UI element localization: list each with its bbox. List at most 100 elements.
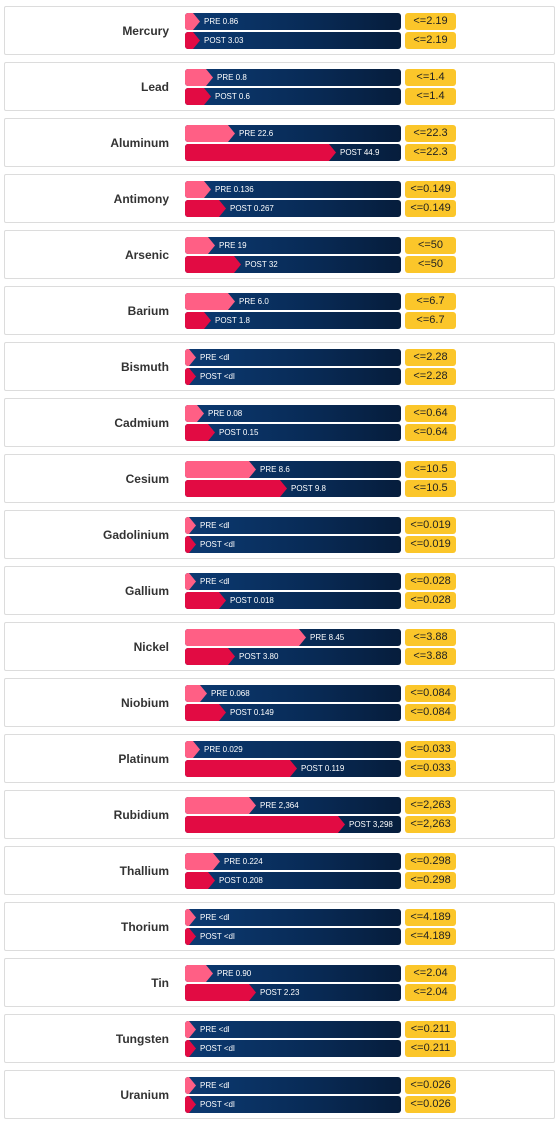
pre-bar bbox=[185, 293, 235, 310]
metal-row: Cesium PRE 8.6 <=10.5 POST 9.8 <=10.5 bbox=[4, 454, 555, 503]
metal-name: Gallium bbox=[124, 584, 169, 598]
metal-name: Bismuth bbox=[121, 360, 169, 374]
pre-limit-badge: <=1.4 bbox=[405, 69, 456, 86]
post-value-label: POST 3.80 bbox=[239, 652, 279, 661]
pre-bar-track: PRE 0.08 bbox=[185, 405, 401, 422]
post-bar-track: POST 3.80 bbox=[185, 648, 401, 665]
post-value-label: POST <dl bbox=[200, 932, 235, 941]
pre-bar bbox=[185, 69, 213, 86]
pre-value-label: PRE 0.029 bbox=[204, 745, 243, 754]
post-bar-track: POST 0.119 bbox=[185, 760, 401, 777]
post-value-label: POST 3.03 bbox=[204, 36, 244, 45]
post-bar bbox=[185, 1096, 196, 1113]
post-value-label: POST <dl bbox=[200, 372, 235, 381]
metal-row: Thallium PRE 0.224 <=0.298 POST 0.208 <=0.29… bbox=[4, 846, 555, 895]
pre-limit-badge: <=0.211 bbox=[405, 1021, 456, 1038]
post-value-label: POST 0.6 bbox=[215, 92, 250, 101]
post-bar-track: POST 0.208 bbox=[185, 872, 401, 889]
post-bar bbox=[185, 88, 211, 105]
pre-limit-badge: <=0.298 bbox=[405, 853, 456, 870]
metal-row: Aluminum PRE 22.6 <=22.3 POST 44.9 <=22.3 bbox=[4, 118, 555, 167]
pre-limit-badge: <=2,263 bbox=[405, 797, 456, 814]
post-limit-badge: <=50 bbox=[405, 256, 456, 273]
pre-bar bbox=[185, 125, 235, 142]
pre-value-label: PRE 8.45 bbox=[310, 633, 345, 642]
metal-name: Lead bbox=[140, 80, 169, 94]
metal-row: Lead PRE 0.8 <=1.4 POST 0.6 <=1.4 bbox=[4, 62, 555, 111]
pre-bar bbox=[185, 13, 200, 30]
pre-value-label: PRE 0.8 bbox=[217, 73, 247, 82]
pre-bar bbox=[185, 629, 306, 646]
post-limit-badge: <=1.4 bbox=[405, 88, 456, 105]
post-bar bbox=[185, 704, 226, 721]
pre-value-label: PRE <dl bbox=[200, 1081, 230, 1090]
post-bar bbox=[185, 648, 235, 665]
metal-name: Thallium bbox=[119, 864, 169, 878]
pre-value-label: PRE 0.08 bbox=[208, 409, 243, 418]
post-value-label: POST 2.23 bbox=[260, 988, 300, 997]
post-bar bbox=[185, 760, 297, 777]
metal-name: Cesium bbox=[125, 472, 169, 486]
pre-value-label: PRE 6.0 bbox=[239, 297, 269, 306]
post-limit-badge: <=2.28 bbox=[405, 368, 456, 385]
pre-bar bbox=[185, 405, 204, 422]
post-bar-track: POST 9.8 bbox=[185, 480, 401, 497]
pre-value-label: PRE 8.6 bbox=[260, 465, 290, 474]
metal-name: Niobium bbox=[121, 696, 169, 710]
pre-bar-track: PRE <dl bbox=[185, 349, 401, 366]
post-bar bbox=[185, 480, 287, 497]
post-value-label: POST 0.119 bbox=[301, 764, 345, 773]
post-bar bbox=[185, 872, 215, 889]
post-bar bbox=[185, 368, 196, 385]
pre-bar-track: PRE 0.86 bbox=[185, 13, 401, 30]
metal-row: Cadmium PRE 0.08 <=0.64 POST 0.15 <=0.64 bbox=[4, 398, 555, 447]
pre-bar-track: PRE 0.136 bbox=[185, 181, 401, 198]
post-bar-track: POST 3.03 bbox=[185, 32, 401, 49]
pre-bar-track: PRE <dl bbox=[185, 909, 401, 926]
metal-row: Bismuth PRE <dl <=2.28 POST <dl <=2.28 bbox=[4, 342, 555, 391]
post-limit-badge: <=2,263 bbox=[405, 816, 456, 833]
metal-row: Tungsten PRE <dl <=0.211 POST <dl <=0.211 bbox=[4, 1014, 555, 1063]
pre-bar-track: PRE 22.6 bbox=[185, 125, 401, 142]
post-limit-badge: <=4.189 bbox=[405, 928, 456, 945]
metal-name: Barium bbox=[127, 304, 169, 318]
pre-value-label: PRE 22.6 bbox=[239, 129, 274, 138]
pre-bar bbox=[185, 461, 256, 478]
post-bar-track: POST <dl bbox=[185, 928, 401, 945]
post-bar bbox=[185, 424, 215, 441]
post-bar-track: POST 0.6 bbox=[185, 88, 401, 105]
post-value-label: POST 0.267 bbox=[230, 204, 274, 213]
post-value-label: POST 0.208 bbox=[219, 876, 263, 885]
pre-bar bbox=[185, 1077, 196, 1094]
metal-name: Aluminum bbox=[110, 136, 169, 150]
pre-value-label: PRE 0.136 bbox=[215, 185, 254, 194]
post-value-label: POST 0.149 bbox=[230, 708, 274, 717]
pre-bar bbox=[185, 685, 207, 702]
pre-value-label: PRE <dl bbox=[200, 1025, 230, 1034]
pre-bar-track: PRE <dl bbox=[185, 517, 401, 534]
post-limit-badge: <=22.3 bbox=[405, 144, 456, 161]
pre-bar-track: PRE <dl bbox=[185, 1021, 401, 1038]
metal-row: Gadolinium PRE <dl <=0.019 POST <dl <=0.019 bbox=[4, 510, 555, 559]
pre-bar bbox=[185, 181, 211, 198]
metal-name: Gadolinium bbox=[103, 528, 169, 542]
pre-bar-track: PRE 2,364 bbox=[185, 797, 401, 814]
pre-value-label: PRE <dl bbox=[200, 353, 230, 362]
pre-bar-track: PRE 0.8 bbox=[185, 69, 401, 86]
pre-value-label: PRE 2,364 bbox=[260, 801, 299, 810]
pre-limit-badge: <=0.64 bbox=[405, 405, 456, 422]
post-limit-badge: <=6.7 bbox=[405, 312, 456, 329]
post-bar-track: POST 3,298 bbox=[185, 816, 401, 833]
pre-limit-badge: <=0.019 bbox=[405, 517, 456, 534]
metal-name: Antimony bbox=[113, 192, 169, 206]
metal-name: Tin bbox=[151, 976, 169, 990]
pre-bar-track: PRE 0.90 bbox=[185, 965, 401, 982]
post-value-label: POST 9.8 bbox=[291, 484, 326, 493]
post-limit-badge: <=0.026 bbox=[405, 1096, 456, 1113]
post-bar bbox=[185, 984, 256, 1001]
post-limit-badge: <=2.19 bbox=[405, 32, 456, 49]
post-value-label: POST 44.9 bbox=[340, 148, 380, 157]
post-bar bbox=[185, 592, 226, 609]
post-bar-track: POST 2.23 bbox=[185, 984, 401, 1001]
pre-bar-track: PRE <dl bbox=[185, 573, 401, 590]
